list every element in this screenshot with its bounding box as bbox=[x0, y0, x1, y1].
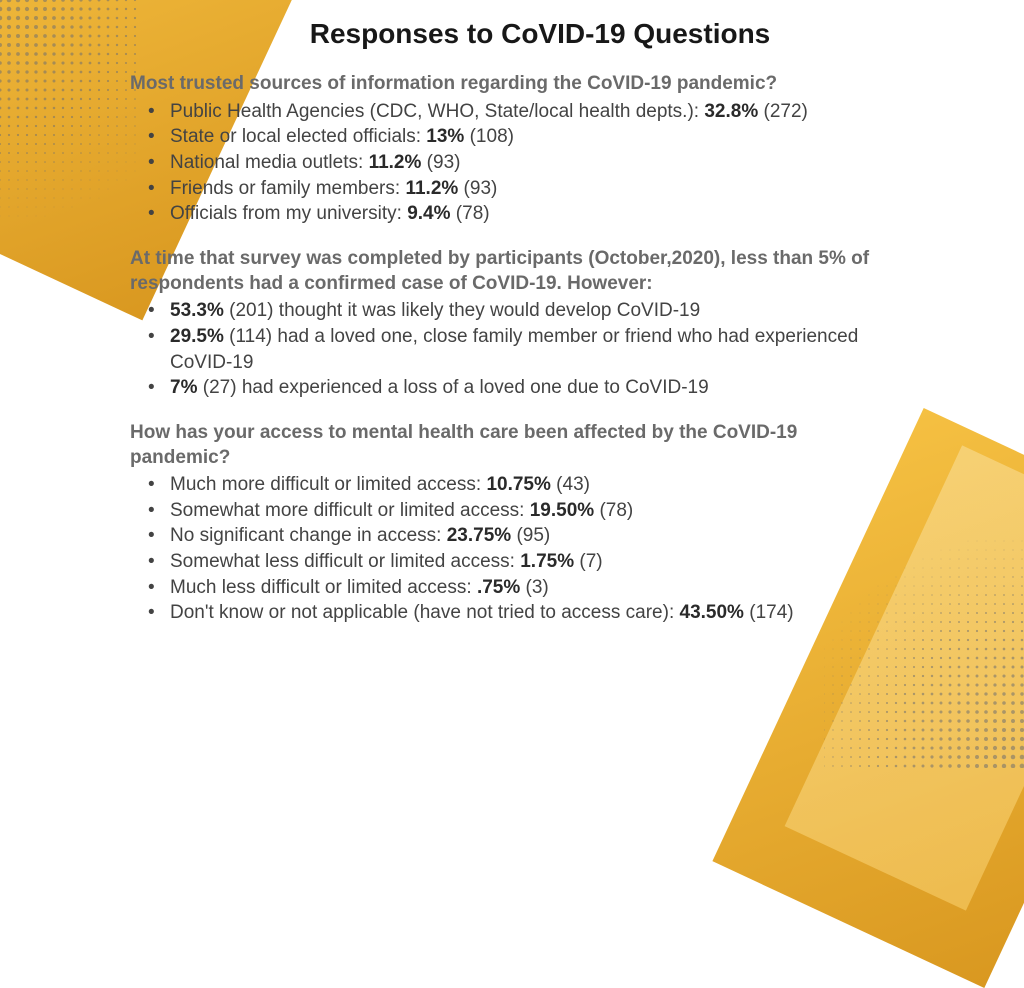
item-count: (93) bbox=[458, 178, 497, 199]
item-count: (108) bbox=[464, 126, 514, 147]
item-count: (43) bbox=[551, 474, 590, 495]
item-percent: .75% bbox=[477, 577, 520, 598]
page-title: Responses to CoVID-19 Questions bbox=[190, 18, 890, 50]
item-percent: 29.5% bbox=[170, 326, 224, 347]
list-item: Officials from my university: 9.4% (78) bbox=[148, 201, 890, 227]
item-count: (7) bbox=[574, 551, 603, 572]
list-item: Much more difficult or limited access: 1… bbox=[148, 472, 890, 498]
item-percent: 23.75% bbox=[447, 525, 511, 546]
item-count: (27) had experienced a loss of a loved o… bbox=[197, 377, 708, 398]
question-heading: At time that survey was completed by par… bbox=[130, 247, 890, 296]
list-item: Don't know or not applicable (have not t… bbox=[148, 600, 890, 626]
item-text: Much less difficult or limited access: bbox=[170, 577, 477, 598]
item-percent: 9.4% bbox=[407, 203, 450, 224]
list-item: 53.3% (201) thought it was likely they w… bbox=[148, 298, 890, 324]
list-item: Somewhat more difficult or limited acces… bbox=[148, 498, 890, 524]
item-text: Officials from my university: bbox=[170, 203, 407, 224]
item-percent: 11.2% bbox=[369, 152, 422, 173]
item-percent: 43.50% bbox=[680, 602, 744, 623]
item-count: (174) bbox=[744, 602, 794, 623]
item-text: Much more difficult or limited access: bbox=[170, 474, 486, 495]
item-text: State or local elected officials: bbox=[170, 126, 426, 147]
list-item: 7% (27) had experienced a loss of a love… bbox=[148, 375, 890, 401]
halftone-dots-top-left bbox=[0, 0, 140, 380]
item-percent: 53.3% bbox=[170, 300, 224, 321]
item-count: (78) bbox=[594, 500, 633, 521]
item-percent: 10.75% bbox=[486, 474, 550, 495]
item-text: National media outlets: bbox=[170, 152, 369, 173]
item-percent: 11.2% bbox=[405, 178, 458, 199]
answer-list: Much more difficult or limited access: 1… bbox=[130, 472, 890, 626]
item-text: Don't know or not applicable (have not t… bbox=[170, 602, 680, 623]
answer-list: 53.3% (201) thought it was likely they w… bbox=[130, 298, 890, 401]
item-percent: 13% bbox=[426, 126, 464, 147]
item-count: (114) had a loved one, close family memb… bbox=[170, 326, 858, 373]
question-heading: How has your access to mental health car… bbox=[130, 421, 890, 470]
item-percent: 7% bbox=[170, 377, 197, 398]
item-count: (95) bbox=[511, 525, 550, 546]
item-count: (93) bbox=[421, 152, 460, 173]
item-count: (3) bbox=[520, 577, 549, 598]
item-text: Somewhat less difficult or limited acces… bbox=[170, 551, 520, 572]
list-item: 29.5% (114) had a loved one, close famil… bbox=[148, 324, 890, 375]
item-percent: 1.75% bbox=[520, 551, 574, 572]
item-text: No significant change in access: bbox=[170, 525, 447, 546]
item-text: Public Health Agencies (CDC, WHO, State/… bbox=[170, 101, 704, 122]
section-1: At time that survey was completed by par… bbox=[130, 247, 890, 401]
list-item: Friends or family members: 11.2% (93) bbox=[148, 176, 890, 202]
content-area: Responses to CoVID-19 Questions Most tru… bbox=[130, 18, 890, 646]
section-0: Most trusted sources of information rega… bbox=[130, 72, 890, 227]
item-count: (201) thought it was likely they would d… bbox=[224, 300, 700, 321]
list-item: Much less difficult or limited access: .… bbox=[148, 575, 890, 601]
item-percent: 32.8% bbox=[704, 101, 758, 122]
list-item: Somewhat less difficult or limited acces… bbox=[148, 549, 890, 575]
list-item: Public Health Agencies (CDC, WHO, State/… bbox=[148, 99, 890, 125]
list-item: State or local elected officials: 13% (1… bbox=[148, 124, 890, 150]
section-2: How has your access to mental health car… bbox=[130, 421, 890, 626]
list-item: No significant change in access: 23.75% … bbox=[148, 523, 890, 549]
item-text: Somewhat more difficult or limited acces… bbox=[170, 500, 530, 521]
item-count: (272) bbox=[758, 101, 808, 122]
question-heading: Most trusted sources of information rega… bbox=[130, 72, 890, 97]
item-percent: 19.50% bbox=[530, 500, 594, 521]
list-item: National media outlets: 11.2% (93) bbox=[148, 150, 890, 176]
item-text: Friends or family members: bbox=[170, 178, 405, 199]
answer-list: Public Health Agencies (CDC, WHO, State/… bbox=[130, 99, 890, 227]
item-count: (78) bbox=[451, 203, 490, 224]
